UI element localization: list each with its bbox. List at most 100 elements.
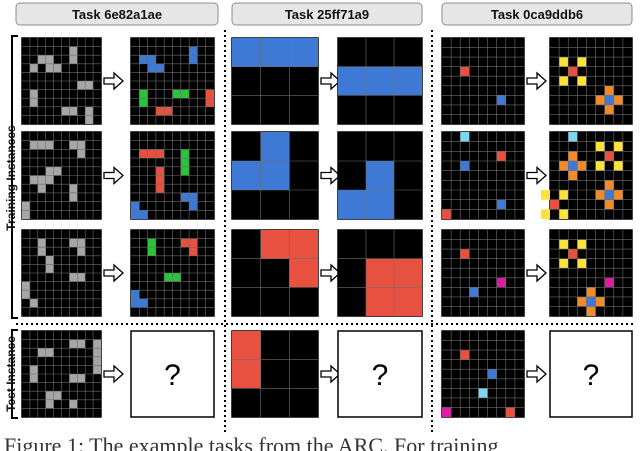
task3-test-arrow	[526, 364, 547, 384]
grid-cell	[613, 95, 623, 105]
grid-cell	[37, 238, 46, 248]
grid-cell	[37, 348, 46, 357]
task3-train1-arrow	[526, 71, 547, 91]
task-header-2: Task 25ff71a9	[231, 2, 423, 26]
grid-cell	[366, 190, 394, 219]
grid-cell	[595, 190, 605, 200]
training-instances-label: Training Instances	[4, 125, 18, 231]
grid-cell	[604, 180, 614, 190]
grid-cell	[69, 46, 78, 56]
grid-cell	[568, 151, 578, 161]
grid-cell	[604, 95, 614, 105]
grid-cell	[505, 407, 515, 417]
grid-cell	[77, 374, 86, 383]
grid-cell	[77, 140, 86, 150]
task2-train1-output	[337, 37, 423, 125]
grid-cell	[69, 238, 78, 248]
grid-cell	[37, 140, 46, 150]
task2-train1-arrow	[320, 71, 341, 91]
grid-cell	[289, 38, 318, 67]
grid-cell	[232, 359, 261, 389]
grid-cell	[45, 399, 54, 409]
grid-cell	[29, 374, 38, 383]
grid-cell	[155, 63, 165, 73]
grid-cell	[69, 55, 78, 64]
grid-cell	[77, 81, 86, 90]
grid-cell	[568, 132, 578, 142]
grid-cell	[478, 388, 488, 398]
task-header-1: Task 6e82a1ae	[15, 2, 219, 26]
grid-cell	[172, 89, 181, 99]
grid-cell	[559, 239, 569, 250]
grid-cell	[131, 201, 140, 211]
grid-cell	[559, 57, 569, 67]
grid-cell	[61, 106, 70, 116]
task3-train1-input	[441, 37, 525, 125]
grid-cell	[29, 63, 38, 73]
grid-cell	[604, 151, 614, 161]
grid-cell	[45, 175, 54, 185]
grid-cell	[366, 258, 394, 288]
unknown-output-mark: ?	[583, 359, 600, 392]
grid-cell	[460, 66, 470, 77]
grid-cell	[460, 350, 470, 360]
grid-cell	[559, 76, 569, 86]
grid-cell	[613, 190, 623, 200]
grid-cell	[189, 192, 198, 202]
grid-cell	[147, 63, 156, 73]
grid-cell	[77, 149, 86, 159]
grid-cell	[289, 258, 318, 288]
grid-cell	[460, 161, 470, 171]
grid-cell	[540, 209, 550, 219]
task1-test-arrow	[103, 364, 124, 384]
grid-cell	[69, 106, 78, 116]
task3-train3-output	[549, 229, 633, 317]
grid-cell	[69, 273, 78, 282]
grid-cell	[604, 104, 614, 115]
grid-cell	[366, 161, 394, 190]
grid-cell	[180, 158, 190, 167]
grid-cell	[577, 76, 587, 86]
grid-cell	[131, 210, 140, 219]
task3-train2-arrow	[526, 166, 547, 185]
grid-cell	[45, 391, 54, 400]
grid-cell	[29, 98, 38, 107]
grid-cell	[45, 166, 54, 176]
grid-cell	[496, 277, 506, 288]
task1-train3-input	[21, 229, 102, 317]
grid-cell	[85, 106, 94, 116]
training-bracket	[11, 35, 18, 319]
grid-cell	[568, 249, 578, 259]
task1-train1-output	[130, 37, 215, 125]
grid-cell	[568, 161, 578, 171]
grid-cell	[139, 298, 148, 308]
grid-cell	[155, 106, 165, 116]
figure-caption: Figure 1: The example tasks from the ARC…	[0, 437, 640, 451]
grid-cell	[53, 391, 62, 400]
grid-cell	[232, 38, 261, 67]
grid-cell	[131, 290, 140, 299]
task3-test-input	[441, 330, 525, 418]
task3-train2-output	[540, 131, 633, 220]
grid-cell	[180, 89, 190, 99]
grid-cell	[172, 273, 181, 282]
grid-cell	[189, 238, 198, 248]
grid-cell	[155, 175, 165, 185]
grid-cell	[155, 184, 165, 193]
grid-cell	[29, 175, 38, 185]
grid-cell	[260, 38, 290, 67]
grid-cell	[180, 192, 190, 202]
grid-cell	[180, 149, 190, 159]
grid-cell	[604, 85, 614, 96]
grid-cell	[586, 287, 596, 297]
grid-cell	[77, 273, 86, 282]
grid-cell	[496, 151, 506, 161]
grid-cell	[189, 247, 198, 256]
grid-cell	[45, 140, 54, 150]
grid-cell	[540, 190, 550, 200]
task3-train1-output	[549, 37, 633, 125]
task1-train2-output	[130, 131, 215, 220]
grid-cell	[577, 161, 587, 171]
grid-cell	[559, 258, 569, 269]
task-title-2: Task 25ff71a9	[285, 7, 369, 22]
